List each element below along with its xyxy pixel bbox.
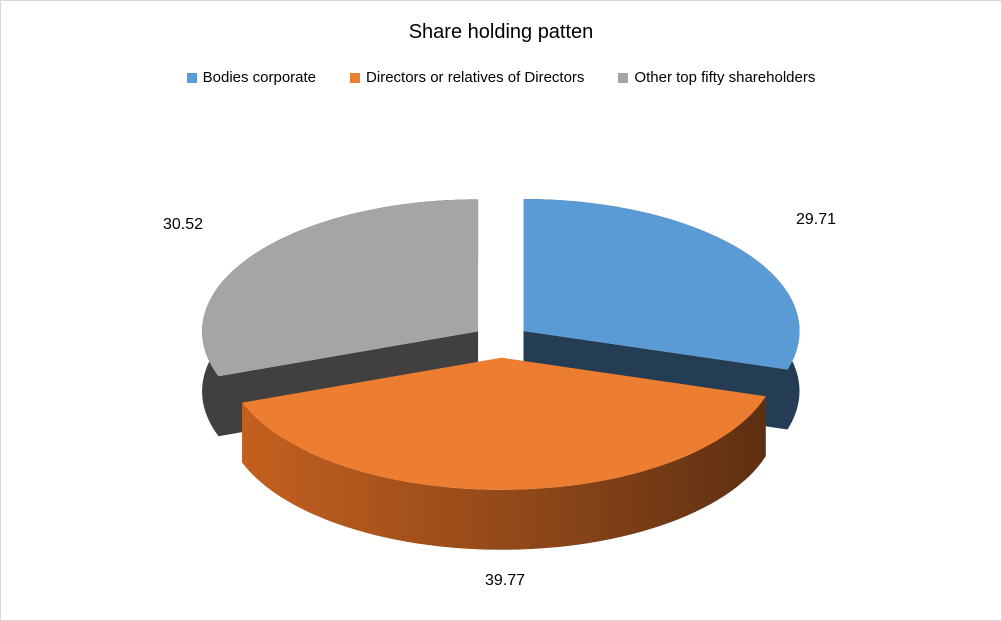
slice-directors: [242, 357, 766, 490]
slice-tops: [202, 199, 800, 490]
legend-swatch-directors: [350, 72, 361, 83]
chart-title: Share holding patten: [408, 21, 594, 43]
data-label-bodies-corporate: 29.71: [796, 211, 836, 228]
slice-other-shareholders: [202, 199, 479, 377]
legend: Bodies corporate Directors or relatives …: [1, 69, 1001, 86]
legend-item-bodies-corporate: Bodies corporate: [186, 69, 317, 86]
legend-swatch-bodies-corporate: [186, 72, 197, 83]
legend-item-directors: Directors or relatives of Directors: [350, 69, 584, 86]
legend-label-bodies-corporate: Bodies corporate: [202, 69, 317, 86]
legend-label-directors: Directors or relatives of Directors: [366, 69, 585, 86]
slice-rim-directors: [242, 396, 766, 550]
data-labels: 29.71 39.77 30.52: [163, 211, 836, 589]
data-label-other-shareholders: 30.52: [163, 216, 203, 233]
slice-bodies-corporate: [523, 199, 800, 370]
legend-item-other-shareholders: Other top fifty shareholders: [618, 69, 815, 86]
legend-label-other-shareholders: Other top fifty shareholders: [634, 69, 816, 86]
legend-swatch-other-shareholders: [618, 72, 629, 83]
data-label-directors: 39.77: [485, 572, 525, 589]
